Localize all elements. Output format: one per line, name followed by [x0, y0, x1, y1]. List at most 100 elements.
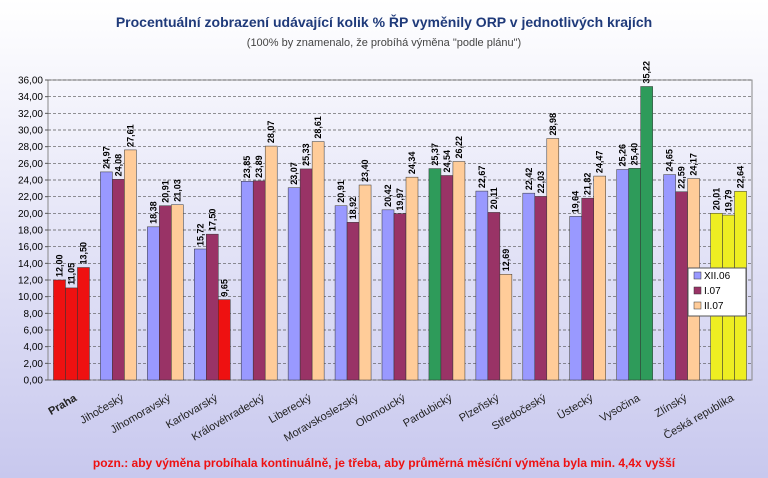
value-label: 21,82: [583, 173, 593, 196]
value-label: 20,11: [489, 187, 499, 209]
bar: [405, 176, 419, 381]
value-label: 9,65: [219, 279, 229, 297]
value-label: 19,79: [724, 190, 734, 213]
value-label: 17,50: [207, 209, 217, 232]
value-label: 28,61: [313, 116, 323, 139]
value-label: 23,85: [242, 156, 252, 179]
value-label: 20,42: [383, 184, 393, 207]
y-tick-label: 10,00: [18, 292, 43, 303]
bar: [522, 192, 536, 381]
y-tick-label: 34,00: [18, 92, 43, 103]
value-label: 19,64: [571, 191, 581, 214]
value-label: 19,97: [395, 188, 405, 211]
value-label: 22,64: [736, 166, 746, 189]
value-label: 25,33: [301, 143, 311, 166]
y-tick-label: 16,00: [18, 242, 43, 253]
bar: [171, 204, 184, 381]
bar: [675, 191, 688, 381]
y-tick-label: 0,00: [24, 376, 44, 387]
value-label: 24,17: [689, 153, 699, 176]
value-label: 28,07: [266, 121, 276, 144]
value-label: 22,67: [477, 166, 487, 189]
bar: [393, 213, 407, 381]
value-label: 24,65: [665, 149, 675, 172]
y-tick-label: 36,00: [18, 76, 43, 87]
legend: XII.06 I.07 II.07: [687, 267, 747, 317]
value-label: 12,00: [54, 254, 64, 277]
chart-subtitle: (100% by znamenalo, že probíhá výměna "p…: [247, 37, 521, 49]
value-label: 18,92: [348, 197, 358, 220]
value-label: 23,89: [254, 155, 264, 178]
y-tick-label: 18,00: [18, 226, 43, 237]
value-label: 23,40: [360, 159, 370, 182]
value-label: 25,26: [618, 144, 628, 167]
chart-title: Procentuální zobrazení udávající kolik %…: [116, 13, 652, 30]
bar: [334, 205, 348, 381]
legend-swatch: [693, 271, 702, 280]
bar: [194, 248, 207, 381]
bar: [65, 287, 78, 381]
value-label: 28,98: [548, 113, 558, 136]
bar: [100, 171, 113, 381]
legend-swatch: [693, 286, 702, 295]
bar: [124, 149, 137, 381]
bar: [77, 267, 90, 381]
y-tick-label: 8,00: [24, 309, 44, 320]
bar: [206, 233, 219, 381]
bar: [640, 86, 653, 381]
bar: [534, 196, 548, 381]
bar: [252, 180, 266, 381]
y-tick-label: 26,00: [18, 159, 43, 170]
value-label: 20,91: [336, 180, 346, 203]
value-label: 22,42: [524, 168, 534, 191]
bar: [147, 226, 160, 381]
y-tick-label: 14,00: [18, 259, 43, 270]
bar: [264, 145, 278, 381]
bar: [593, 175, 606, 381]
bar: [381, 209, 395, 381]
footnote: pozn.: aby výměna probíhala kontinuálně,…: [93, 456, 676, 470]
value-label: 24,97: [101, 146, 111, 169]
y-tick-label: 32,00: [18, 109, 43, 120]
bar: [546, 138, 560, 381]
value-label: 24,47: [595, 151, 605, 174]
bar: [475, 190, 489, 381]
bar: [499, 274, 513, 381]
bar: [663, 174, 676, 381]
value-label: 25,37: [430, 143, 440, 166]
legend-swatch: [693, 301, 702, 310]
value-label: 26,22: [454, 136, 464, 159]
bar: [346, 222, 360, 381]
bar: [428, 168, 442, 381]
bar: [287, 187, 301, 381]
y-tick-label: 20,00: [18, 209, 43, 220]
bar: [299, 168, 313, 381]
value-label: 11,05: [66, 263, 76, 285]
bar: [581, 197, 594, 381]
value-label: 24,54: [442, 150, 452, 173]
value-label: 20,01: [712, 188, 722, 211]
bar: [240, 181, 254, 381]
value-label: 22,03: [536, 171, 546, 194]
y-tick-label: 6,00: [24, 326, 44, 337]
value-label: 20,91: [160, 180, 170, 203]
value-label: 23,07: [289, 162, 299, 185]
y-tick-label: 12,00: [18, 276, 43, 287]
bar: [112, 179, 125, 381]
y-tick-label: 28,00: [18, 142, 43, 153]
value-label: 24,08: [113, 154, 123, 177]
y-tick-label: 30,00: [18, 126, 43, 137]
bar: [569, 216, 582, 381]
value-label: 13,50: [78, 242, 88, 265]
bar: [440, 175, 454, 381]
y-tick-label: 24,00: [18, 176, 43, 187]
legend-label: II.07: [704, 301, 724, 312]
bar: [452, 161, 466, 381]
bar: [616, 169, 629, 381]
bar: [628, 168, 641, 381]
bar: [311, 141, 325, 381]
value-label: 12,69: [501, 249, 511, 272]
value-label: 15,72: [195, 223, 205, 246]
value-label: 35,22: [642, 61, 652, 84]
